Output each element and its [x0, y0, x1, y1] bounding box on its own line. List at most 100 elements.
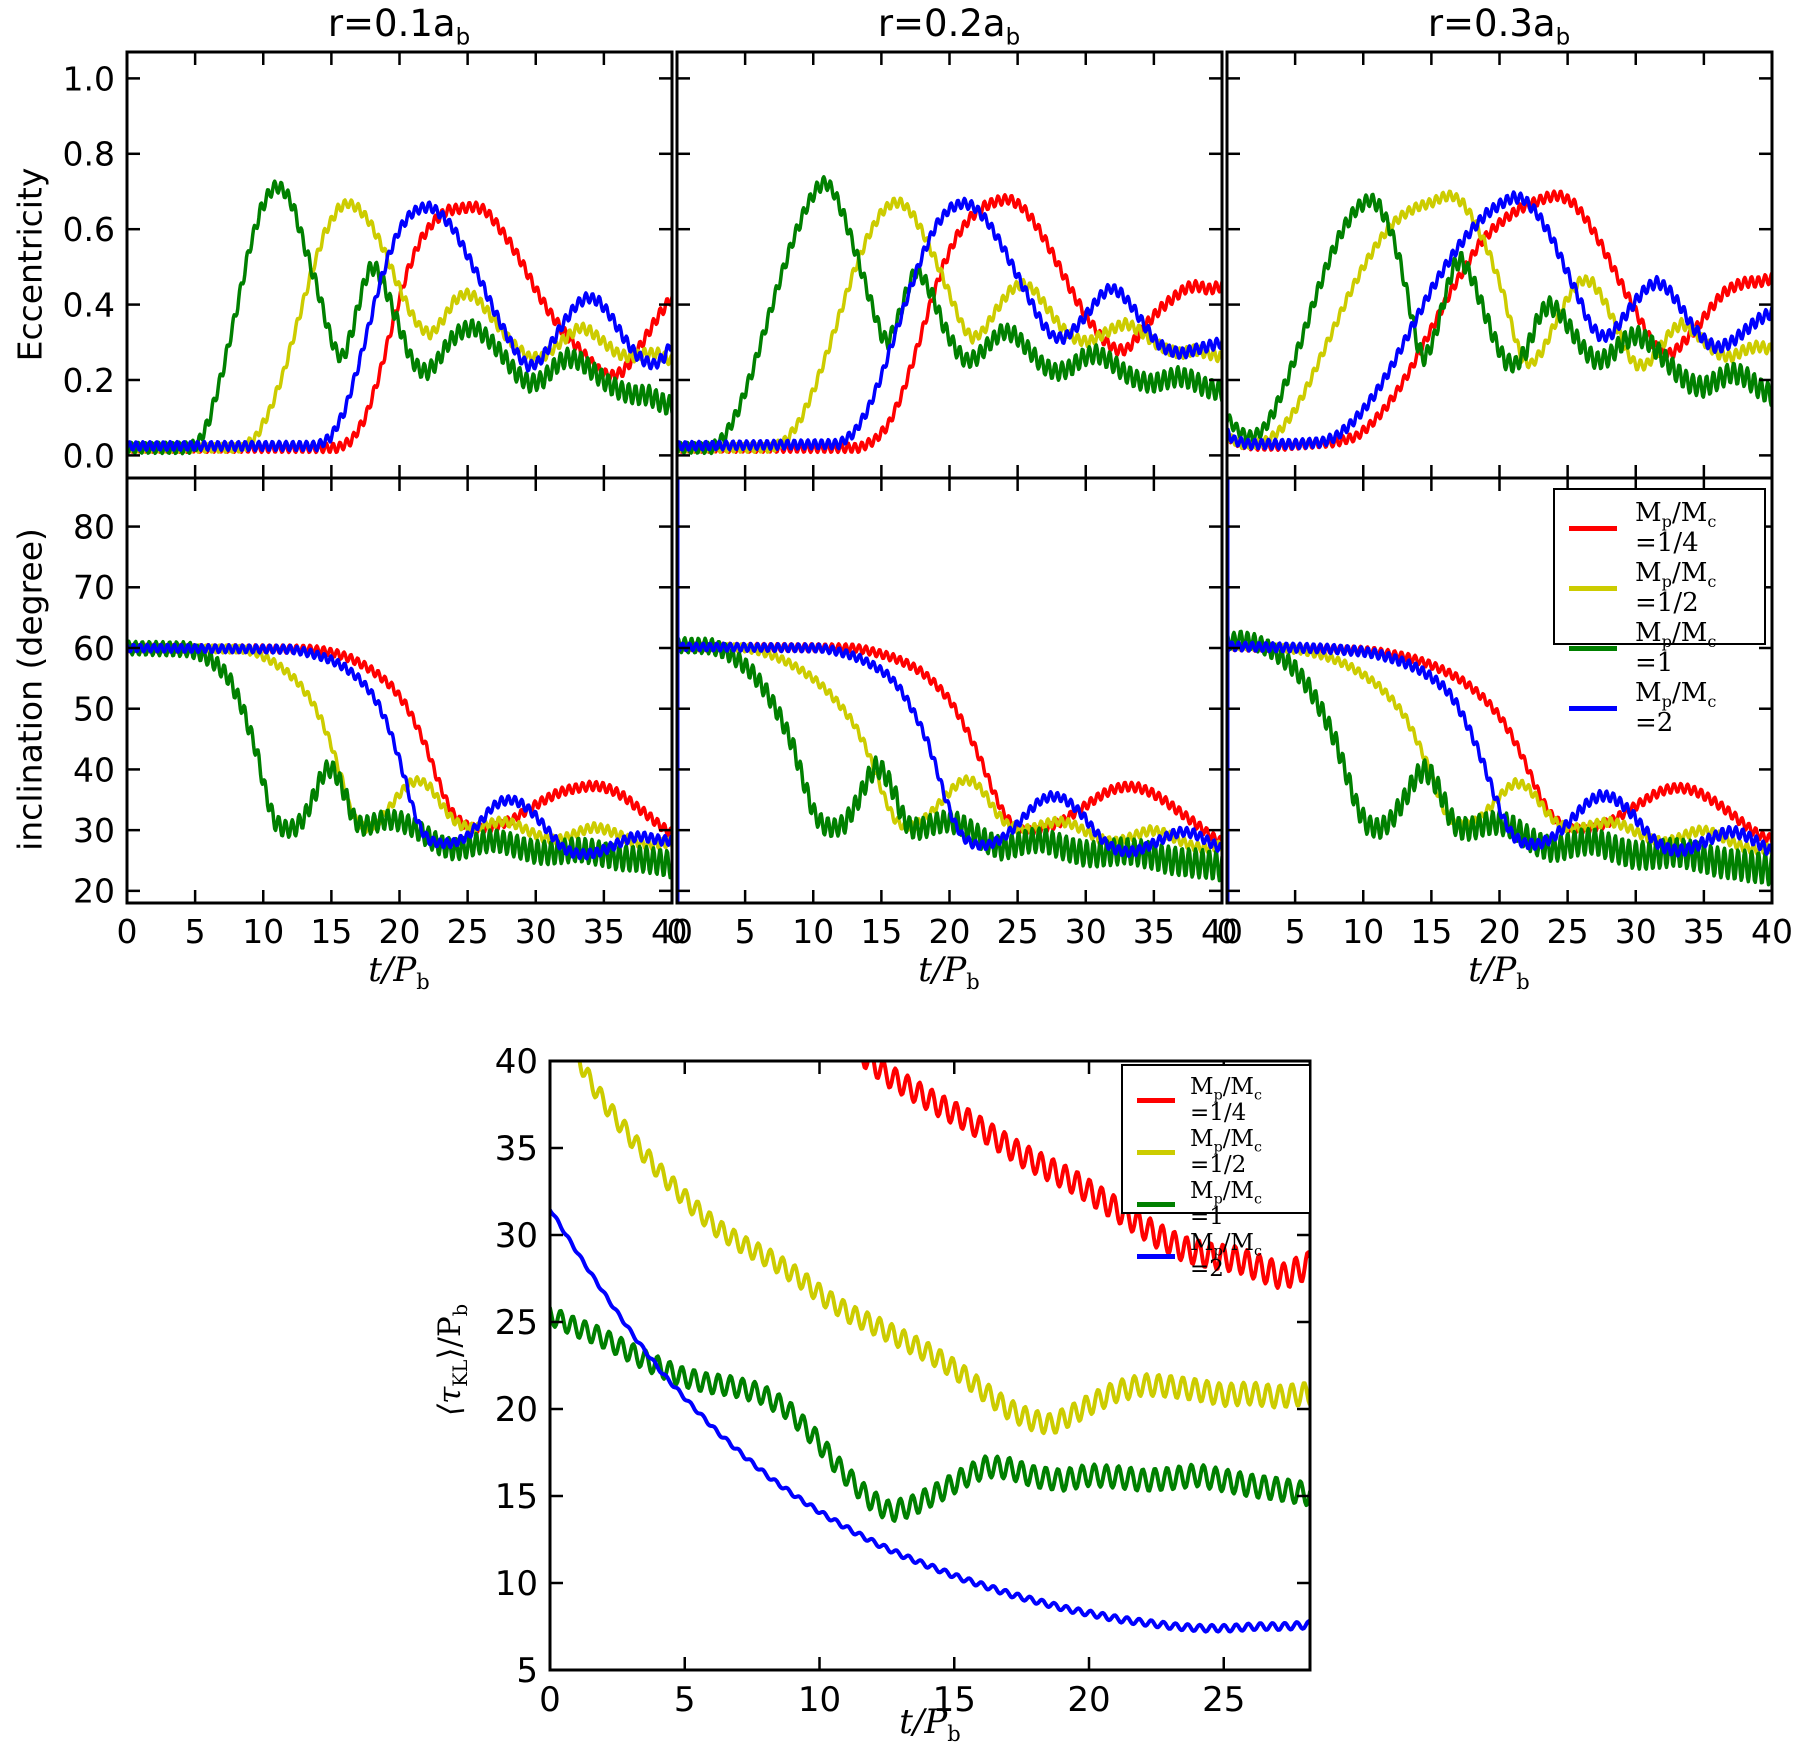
legend-row-blue: Mp/Mc =2 — [1137, 1230, 1295, 1282]
svg-text:40: 40 — [73, 750, 115, 789]
xlabel-panel1-text: t/P — [368, 950, 417, 990]
panel-title-r01: r=0.1ab — [199, 2, 599, 49]
ylabel-tau-kl-sub1: KL — [449, 1359, 473, 1387]
svg-text:15: 15 — [933, 1680, 976, 1720]
svg-text:10: 10 — [242, 912, 284, 951]
xlabel-bottom-text: t/P — [899, 1702, 948, 1742]
panel-title-r03-text: r=0.3a — [1427, 2, 1556, 45]
svg-text:40: 40 — [651, 912, 693, 951]
svg-text:5: 5 — [674, 1680, 696, 1720]
svg-text:0: 0 — [539, 1680, 561, 1720]
svg-text:30: 30 — [495, 1216, 538, 1256]
svg-text:0.0: 0.0 — [63, 436, 115, 475]
xlabel-bottom-sub: b — [947, 1720, 961, 1746]
legend-line-blue — [1137, 1253, 1175, 1259]
legend-row-red: Mp/Mc =1/4 — [1137, 1074, 1295, 1126]
svg-text:10: 10 — [495, 1564, 538, 1604]
svg-text:20: 20 — [495, 1390, 538, 1430]
svg-text:50: 50 — [73, 690, 115, 729]
legend-label-blue: Mp/Mc =2 — [1635, 678, 1717, 738]
svg-text:5: 5 — [735, 912, 756, 951]
panel-title-r03-sub: b — [1555, 24, 1571, 51]
svg-text:25: 25 — [447, 912, 489, 951]
svg-text:60: 60 — [73, 629, 115, 668]
legend-line-yellow — [1569, 585, 1617, 591]
panel-title-r01-text: r=0.1a — [327, 2, 456, 45]
svg-text:80: 80 — [73, 507, 115, 546]
legend-line-red — [1137, 1097, 1175, 1103]
svg-text:30: 30 — [73, 811, 115, 850]
svg-text:35: 35 — [495, 1129, 538, 1169]
svg-text:25: 25 — [1547, 912, 1589, 951]
svg-text:15: 15 — [1410, 912, 1452, 951]
legend-row-green: Mp/Mc =1 — [1569, 618, 1750, 678]
svg-text:25: 25 — [997, 912, 1039, 951]
legend-label-green: Mp/Mc =1 — [1635, 618, 1717, 678]
panel-title-r03: r=0.3ab — [1299, 2, 1699, 49]
svg-text:20: 20 — [1479, 912, 1521, 951]
legend-row-red: Mp/Mc =1/4 — [1569, 498, 1750, 558]
legend-label-green: Mp/Mc =1 — [1190, 1178, 1262, 1230]
svg-text:5: 5 — [1285, 912, 1306, 951]
svg-text:0.2: 0.2 — [63, 361, 115, 400]
svg-text:0: 0 — [117, 912, 138, 951]
svg-text:20: 20 — [379, 912, 421, 951]
legend-line-green — [1137, 1201, 1175, 1207]
legend-row-yellow: Mp/Mc =1/2 — [1137, 1126, 1295, 1178]
legend-label-blue: Mp/Mc =2 — [1190, 1230, 1262, 1282]
legend-top: Mp/Mc =1/4 Mp/Mc =1/2 Mp/Mc =1 Mp/Mc =2 — [1553, 488, 1766, 738]
svg-text:40: 40 — [1201, 912, 1243, 951]
xlabel-bottom: t/Pb — [830, 1702, 1030, 1744]
svg-text:40: 40 — [1751, 912, 1793, 951]
svg-text:40: 40 — [495, 1042, 538, 1082]
ylabel-tau-kl-sub2: b — [449, 1303, 473, 1317]
svg-text:25: 25 — [1202, 1680, 1245, 1720]
xlabel-panel3-text: t/P — [1468, 950, 1517, 990]
legend-label-red: Mp/Mc =1/4 — [1190, 1074, 1262, 1126]
ylabel-tau-kl-pre: ⟨τ — [432, 1386, 468, 1417]
xlabel-panel1: t/Pb — [299, 950, 499, 992]
xlabel-panel2: t/Pb — [849, 950, 1049, 992]
svg-text:25: 25 — [495, 1303, 538, 1343]
svg-text:1.0: 1.0 — [63, 59, 115, 98]
svg-text:15: 15 — [310, 912, 352, 951]
legend-line-yellow — [1137, 1149, 1175, 1155]
ylabel-tau-kl-mid: ⟩/P — [432, 1316, 468, 1360]
svg-text:20: 20 — [1067, 1680, 1110, 1720]
svg-text:10: 10 — [792, 912, 834, 951]
xlabel-panel1-sub: b — [416, 968, 430, 994]
legend-label-yellow: Mp/Mc =1/2 — [1635, 558, 1717, 618]
xlabel-panel3-sub: b — [1516, 968, 1530, 994]
xlabel-panel2-text: t/P — [918, 950, 967, 990]
svg-text:35: 35 — [1683, 912, 1725, 951]
svg-text:0.4: 0.4 — [63, 285, 115, 324]
panel-title-r02: r=0.2ab — [749, 2, 1149, 49]
svg-text:70: 70 — [73, 568, 115, 607]
legend-line-green — [1569, 645, 1617, 651]
legend-label-red: Mp/Mc =1/4 — [1635, 498, 1717, 558]
svg-text:20: 20 — [929, 912, 971, 951]
svg-text:30: 30 — [1615, 912, 1657, 951]
legend-line-red — [1569, 525, 1617, 531]
svg-text:15: 15 — [495, 1477, 538, 1517]
panel-title-r01-sub: b — [455, 24, 471, 51]
svg-text:0: 0 — [667, 912, 688, 951]
legend-row-blue: Mp/Mc =2 — [1569, 678, 1750, 738]
ylabel-inclination: inclination (degree) — [10, 528, 50, 851]
legend-row-green: Mp/Mc =1 — [1137, 1178, 1295, 1230]
svg-text:5: 5 — [185, 912, 206, 951]
legend-bottom: Mp/Mc =1/4 Mp/Mc =1/2 Mp/Mc =1 Mp/Mc =2 — [1121, 1064, 1311, 1282]
svg-text:30: 30 — [515, 912, 557, 951]
ylabel-tau-kl: ⟨τKL⟩/Pb — [432, 1110, 472, 1610]
svg-text:15: 15 — [860, 912, 902, 951]
svg-text:20: 20 — [73, 872, 115, 911]
svg-text:0.6: 0.6 — [63, 210, 115, 249]
panel-title-r02-sub: b — [1005, 24, 1021, 51]
legend-label-yellow: Mp/Mc =1/2 — [1190, 1126, 1262, 1178]
svg-text:35: 35 — [1133, 912, 1175, 951]
svg-text:5: 5 — [516, 1651, 538, 1691]
legend-row-yellow: Mp/Mc =1/2 — [1569, 558, 1750, 618]
legend-line-blue — [1569, 705, 1617, 711]
